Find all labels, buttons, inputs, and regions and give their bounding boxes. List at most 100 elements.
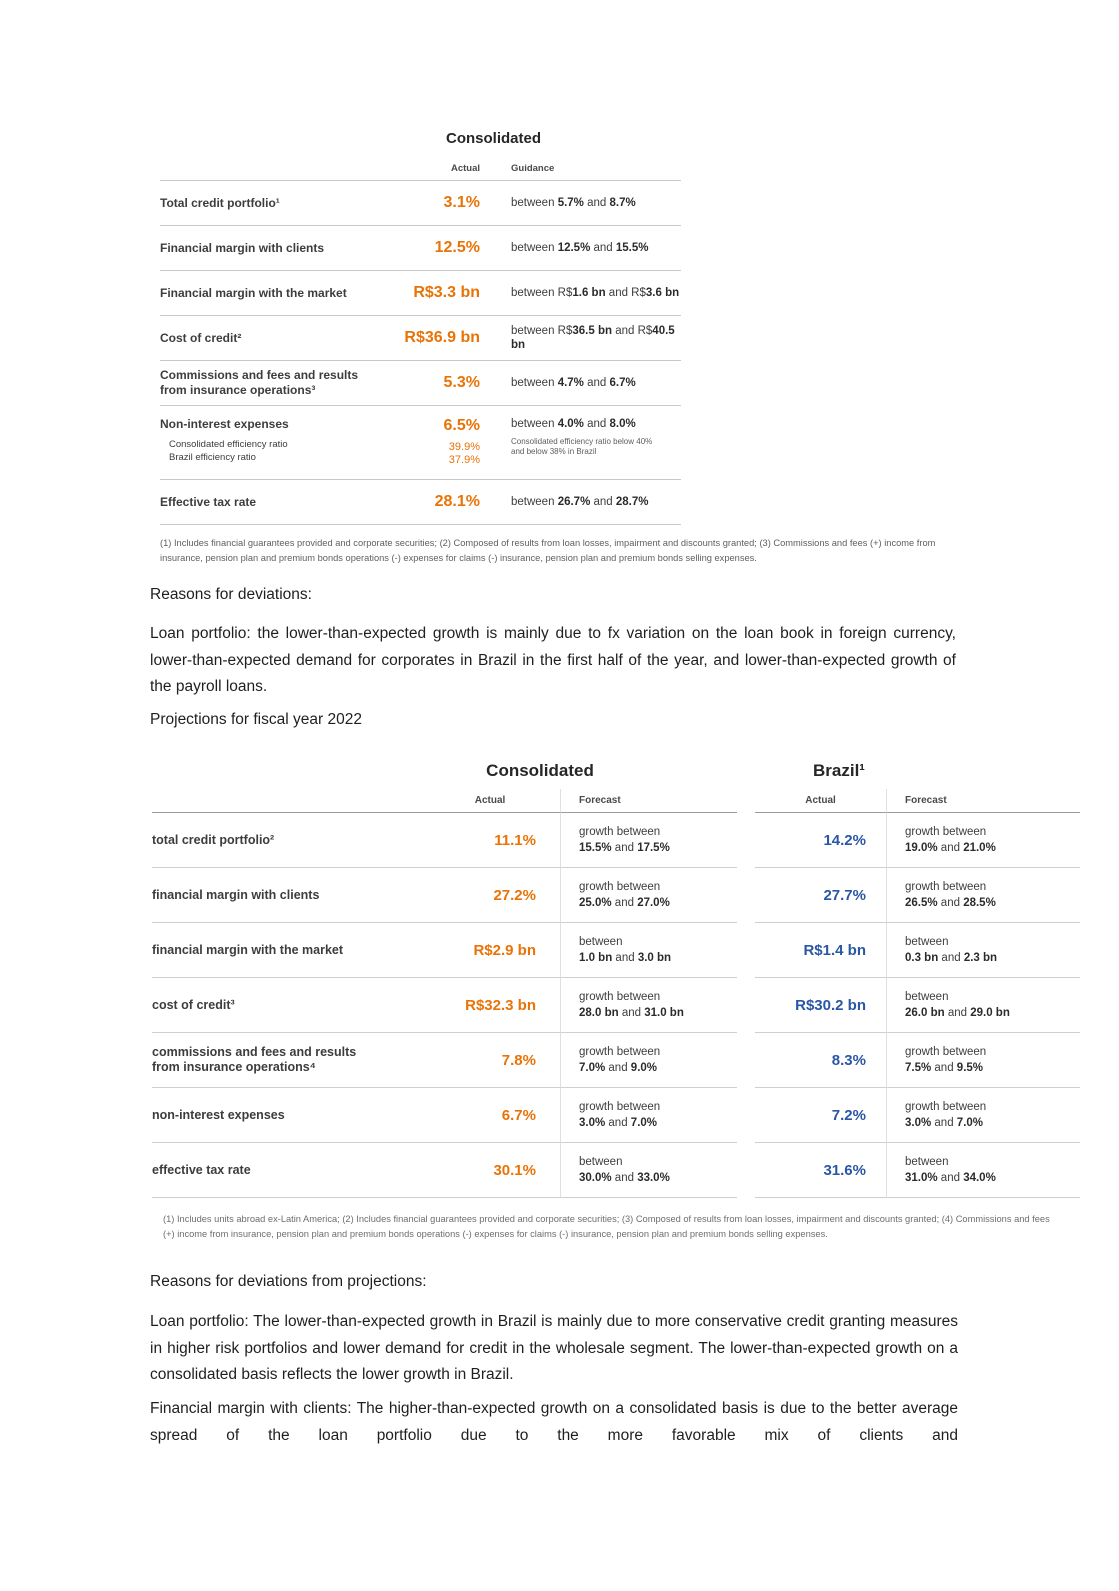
forecast-line2: 28.0 bn and 31.0 bn [579, 1007, 684, 1019]
projections-table-2022: Consolidated Brazil¹ Actual Forecast Act… [152, 755, 1080, 1198]
row-label: non-interest expenses [152, 1088, 420, 1143]
column-gap [737, 1143, 755, 1198]
consolidated-actual: 27.2% [420, 868, 560, 923]
guidance-value: between 4.0% and 8.0% Consolidated effic… [505, 417, 681, 457]
guidance-value: between R$1.6 bn and R$3.6 bn [511, 287, 680, 299]
column-gap [737, 978, 755, 1033]
row-label: Financial margin with the market [160, 285, 347, 300]
actual-value: 12.5% [434, 239, 480, 256]
consolidated-header-actual: Actual [420, 789, 560, 813]
consolidated-forecast: growth between 15.5% and 17.5% [560, 813, 737, 868]
row-label: total credit portfolio² [152, 813, 420, 868]
row-label: Financial margin with clients [160, 240, 325, 255]
forecast-line1: growth between [905, 881, 987, 893]
financial-margin-deviation-paragraph: Financial margin with clients: The highe… [150, 1400, 958, 1444]
table1-header-actual: Actual [450, 163, 480, 174]
consolidated-forecast: between 1.0 bn and 3.0 bn [560, 923, 737, 978]
forecast-line2: 15.5% and 17.5% [579, 842, 670, 854]
table2-footnote: (1) Includes units abroad ex-Latin Ameri… [163, 1214, 1050, 1239]
forecast-line1: between [579, 1156, 623, 1168]
guidance-table-2021: Consolidated Actual Guidance Total credi… [160, 130, 681, 525]
column-gap [737, 1088, 755, 1143]
table2-group-titles: Consolidated Brazil¹ [152, 755, 1080, 789]
actual-value: 5.3% [443, 374, 480, 391]
forecast-line1: growth between [905, 1101, 987, 1113]
row-label: Non-interest expenses Consolidated effic… [160, 417, 390, 464]
consolidated-actual: R$32.3 bn [420, 978, 560, 1033]
reasons-from-projections-heading: Reasons for deviations from projections: [150, 1273, 427, 1290]
forecast-line1: between [905, 1156, 949, 1168]
forecast-line1: between [905, 991, 949, 1003]
row-label: cost of credit³ [152, 978, 420, 1033]
guidance-value: between 26.7% and 28.7% [511, 496, 649, 508]
row-label: effective tax rate [152, 1143, 420, 1198]
projections-heading: Projections for fiscal year 2022 [150, 711, 362, 728]
brazil-forecast: growth between 26.5% and 28.5% [886, 868, 1080, 923]
brazil-forecast: between 31.0% and 34.0% [886, 1143, 1080, 1198]
guidance-note: Consolidated efficiency ratio below 40% … [511, 437, 653, 456]
guidance-main: between 4.0% and 8.0% [511, 418, 636, 430]
sub-value: 39.9% [448, 441, 480, 453]
brazil-header-actual: Actual [755, 789, 886, 813]
actual-value: 3.1% [443, 194, 480, 211]
loan-portfolio-paragraph: Loan portfolio: the lower-than-expected … [150, 625, 956, 695]
consolidated-forecast: growth between 25.0% and 27.0% [560, 868, 737, 923]
forecast-line1: between [905, 936, 949, 948]
brazil-forecast: growth between 7.5% and 9.5% [886, 1033, 1080, 1088]
efficiency-ratio-values: 39.9% 37.9% [390, 441, 480, 467]
table-row: financial margin with the market R$2.9 b… [152, 923, 1080, 978]
guidance-value: between R$36.5 bn and R$40.5 bn [511, 325, 675, 351]
table-row: Financial margin with clients 12.5% betw… [160, 226, 681, 271]
table-row: effective tax rate 30.1% between 30.0% a… [152, 1143, 1080, 1198]
consolidated-actual: R$2.9 bn [420, 923, 560, 978]
sub-label: Brazil efficiency ratio [169, 452, 256, 463]
header-spacer [152, 789, 420, 813]
table-row: non-interest expenses 6.7% growth betwee… [152, 1088, 1080, 1143]
forecast-line2: 30.0% and 33.0% [579, 1172, 670, 1184]
table-row-non-interest-expenses: Non-interest expenses Consolidated effic… [160, 406, 681, 480]
brazil-actual: R$30.2 bn [755, 978, 886, 1033]
forecast-line2: 26.0 bn and 29.0 bn [905, 1007, 1010, 1019]
forecast-line1: growth between [579, 1046, 661, 1058]
forecast-line1: growth between [579, 826, 661, 838]
brazil-forecast: between 0.3 bn and 2.3 bn [886, 923, 1080, 978]
brazil-actual: R$1.4 bn [755, 923, 886, 978]
forecast-line2: 1.0 bn and 3.0 bn [579, 952, 672, 964]
guidance-value: between 4.7% and 6.7% [511, 377, 636, 389]
row-label: Cost of credit² [160, 330, 242, 345]
forecast-line2: 0.3 bn and 2.3 bn [905, 952, 998, 964]
consolidated-forecast: between 30.0% and 33.0% [560, 1143, 737, 1198]
efficiency-ratio-labels: Consolidated efficiency ratio Brazil eff… [160, 438, 372, 464]
forecast-line2: 31.0% and 34.0% [905, 1172, 996, 1184]
column-gap [737, 923, 755, 978]
consolidated-forecast: growth between 7.0% and 9.0% [560, 1033, 737, 1088]
brazil-actual: 27.7% [755, 868, 886, 923]
loan-portfolio-deviation-paragraph: Loan portfolio: The lower-than-expected … [150, 1313, 958, 1383]
consolidated-actual: 11.1% [420, 813, 560, 868]
table2-body: total credit portfolio² 11.1% growth bet… [152, 813, 1080, 1198]
table2-header-row: Actual Forecast Actual Forecast [152, 789, 1080, 813]
consolidated-header-forecast: Forecast [560, 789, 737, 813]
consolidated-forecast: growth between 28.0 bn and 31.0 bn [560, 978, 737, 1033]
forecast-line2: 7.0% and 9.0% [579, 1062, 658, 1074]
actual-value: R$3.3 bn [413, 284, 480, 301]
brazil-actual: 31.6% [755, 1143, 886, 1198]
guidance-value: between 5.7% and 8.7% [511, 197, 636, 209]
consolidated-actual: 6.7% [420, 1088, 560, 1143]
row-label: financial margin with clients [152, 868, 420, 923]
table1-title: Consolidated [446, 130, 542, 147]
row-label: commissions and fees and results from in… [152, 1033, 420, 1088]
row-label: Total credit portfolio¹ [160, 195, 280, 210]
table1-header-row: Actual Guidance [160, 147, 681, 181]
table-row: total credit portfolio² 11.1% growth bet… [152, 813, 1080, 868]
table-row: Effective tax rate 28.1% between 26.7% a… [160, 480, 681, 525]
forecast-line2: 19.0% and 21.0% [905, 842, 996, 854]
sub-label: Consolidated efficiency ratio [169, 439, 288, 450]
brazil-actual: 14.2% [755, 813, 886, 868]
actual-value: 6.5% 39.9% 37.9% [390, 417, 505, 467]
brazil-forecast: between 26.0 bn and 29.0 bn [886, 978, 1080, 1033]
table-row: Total credit portfolio¹ 3.1% between 5.7… [160, 181, 681, 226]
forecast-line1: growth between [579, 881, 661, 893]
table-row: Cost of credit² R$36.9 bn between R$36.5… [160, 316, 681, 361]
